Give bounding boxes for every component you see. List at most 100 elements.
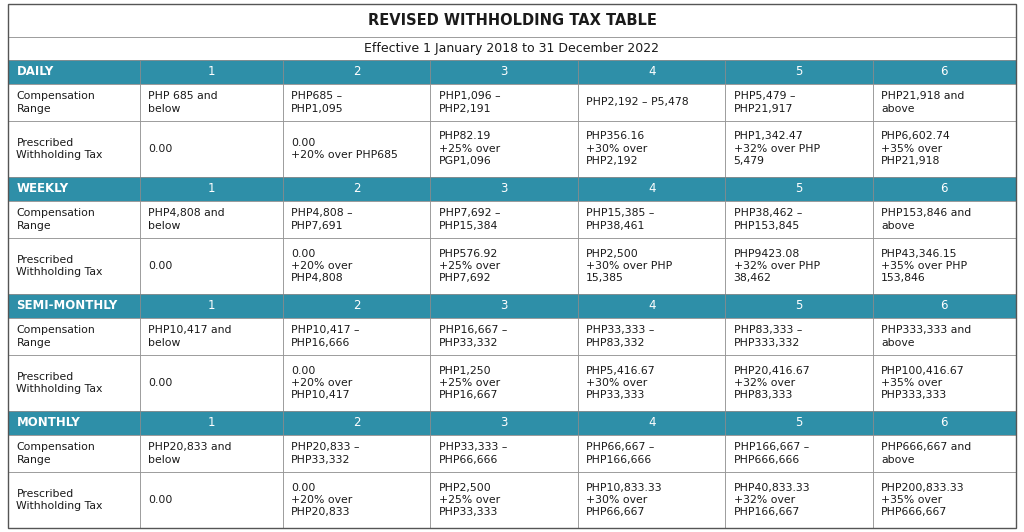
Bar (140, 60, 283, 84)
Text: 2: 2 (353, 182, 360, 195)
Bar (725, 238, 872, 294)
Bar (140, 238, 283, 294)
Text: PHP576.92
+25% over
PHP7,692: PHP576.92 +25% over PHP7,692 (438, 248, 500, 284)
Bar (8, 201, 140, 238)
Text: 6: 6 (941, 65, 948, 78)
Bar (578, 355, 725, 411)
Text: 3: 3 (501, 416, 508, 429)
Bar (430, 238, 578, 294)
Bar (578, 177, 725, 201)
Bar (283, 121, 430, 177)
Bar (140, 472, 283, 528)
Text: 5: 5 (796, 299, 803, 312)
Text: Effective 1 January 2018 to 31 December 2022: Effective 1 January 2018 to 31 December … (365, 42, 659, 55)
Bar (578, 435, 725, 472)
Text: MONTHLY: MONTHLY (16, 416, 80, 429)
Text: PHP4,808 and
below: PHP4,808 and below (148, 208, 225, 231)
Bar (872, 472, 1016, 528)
Text: 1: 1 (208, 299, 215, 312)
Text: 3: 3 (501, 65, 508, 78)
Text: Prescribed
Withholding Tax: Prescribed Withholding Tax (16, 255, 102, 277)
Bar (283, 411, 430, 435)
Bar (430, 355, 578, 411)
Text: 1: 1 (208, 416, 215, 429)
Text: PHP200,833.33
+35% over
PHP666,667: PHP200,833.33 +35% over PHP666,667 (881, 483, 965, 518)
Bar (872, 411, 1016, 435)
Text: PHP20,833 –
PHP33,332: PHP20,833 – PHP33,332 (291, 442, 359, 465)
Text: 0.00: 0.00 (148, 261, 173, 271)
Text: 0.00: 0.00 (148, 378, 173, 388)
Text: PHP5,416.67
+30% over
PHP33,333: PHP5,416.67 +30% over PHP33,333 (586, 365, 655, 401)
Bar (8, 4, 1016, 37)
Bar (140, 121, 283, 177)
Bar (283, 238, 430, 294)
Bar (872, 201, 1016, 238)
Text: 0.00
+20% over PHP685: 0.00 +20% over PHP685 (291, 138, 398, 160)
Bar (8, 60, 140, 84)
Bar (725, 355, 872, 411)
Bar (283, 84, 430, 121)
Text: PHP15,385 –
PHP38,461: PHP15,385 – PHP38,461 (586, 208, 654, 231)
Bar (140, 294, 283, 318)
Bar (140, 411, 283, 435)
Text: PHP20,833 and
below: PHP20,833 and below (148, 442, 231, 465)
Text: PHP16,667 –
PHP33,332: PHP16,667 – PHP33,332 (438, 325, 507, 348)
Bar (8, 472, 140, 528)
Bar (578, 411, 725, 435)
Text: 4: 4 (648, 299, 655, 312)
Text: Prescribed
Withholding Tax: Prescribed Withholding Tax (16, 489, 102, 511)
Bar (283, 318, 430, 355)
Bar (140, 318, 283, 355)
Bar (578, 472, 725, 528)
Text: 4: 4 (648, 182, 655, 195)
Text: PHP10,833.33
+30% over
PHP66,667: PHP10,833.33 +30% over PHP66,667 (586, 483, 663, 518)
Text: 2: 2 (353, 416, 360, 429)
Bar (725, 294, 872, 318)
Text: PHP4,808 –
PHP7,691: PHP4,808 – PHP7,691 (291, 208, 353, 231)
Bar (8, 177, 140, 201)
Text: 0.00
+20% over
PHP20,833: 0.00 +20% over PHP20,833 (291, 483, 352, 518)
Text: DAILY: DAILY (16, 65, 53, 78)
Bar (8, 238, 140, 294)
Text: PHP100,416.67
+35% over
PHP333,333: PHP100,416.67 +35% over PHP333,333 (881, 365, 965, 401)
Text: PHP666,667 and
above: PHP666,667 and above (881, 442, 971, 465)
Bar (872, 435, 1016, 472)
Bar (872, 238, 1016, 294)
Text: PHP5,479 –
PHP21,917: PHP5,479 – PHP21,917 (733, 91, 795, 114)
Text: PHP21,918 and
above: PHP21,918 and above (881, 91, 965, 114)
Bar (8, 121, 140, 177)
Text: PHP1,342.47
+32% over PHP
5,479: PHP1,342.47 +32% over PHP 5,479 (733, 131, 819, 167)
Text: PHP685 –
PHP1,095: PHP685 – PHP1,095 (291, 91, 344, 114)
Bar (872, 84, 1016, 121)
Bar (725, 121, 872, 177)
Bar (8, 355, 140, 411)
Text: Prescribed
Withholding Tax: Prescribed Withholding Tax (16, 372, 102, 394)
Bar (578, 294, 725, 318)
Text: PHP7,692 –
PHP15,384: PHP7,692 – PHP15,384 (438, 208, 500, 231)
Bar (283, 201, 430, 238)
Bar (872, 60, 1016, 84)
Text: Compensation
Range: Compensation Range (16, 91, 95, 114)
Bar (578, 84, 725, 121)
Bar (430, 411, 578, 435)
Bar (283, 294, 430, 318)
Bar (725, 318, 872, 355)
Bar (725, 472, 872, 528)
Text: PHP43,346.15
+35% over PHP
153,846: PHP43,346.15 +35% over PHP 153,846 (881, 248, 967, 284)
Bar (430, 472, 578, 528)
Bar (430, 201, 578, 238)
Bar (430, 84, 578, 121)
Bar (283, 177, 430, 201)
Bar (578, 60, 725, 84)
Text: 5: 5 (796, 65, 803, 78)
Bar (872, 177, 1016, 201)
Bar (140, 177, 283, 201)
Bar (8, 37, 1016, 60)
Text: PHP82.19
+25% over
PGP1,096: PHP82.19 +25% over PGP1,096 (438, 131, 500, 167)
Text: PHP166,667 –
PHP666,666: PHP166,667 – PHP666,666 (733, 442, 809, 465)
Bar (283, 472, 430, 528)
Text: Compensation
Range: Compensation Range (16, 442, 95, 465)
Bar (283, 60, 430, 84)
Text: PHP9423.08
+32% over PHP
38,462: PHP9423.08 +32% over PHP 38,462 (733, 248, 819, 284)
Bar (283, 355, 430, 411)
